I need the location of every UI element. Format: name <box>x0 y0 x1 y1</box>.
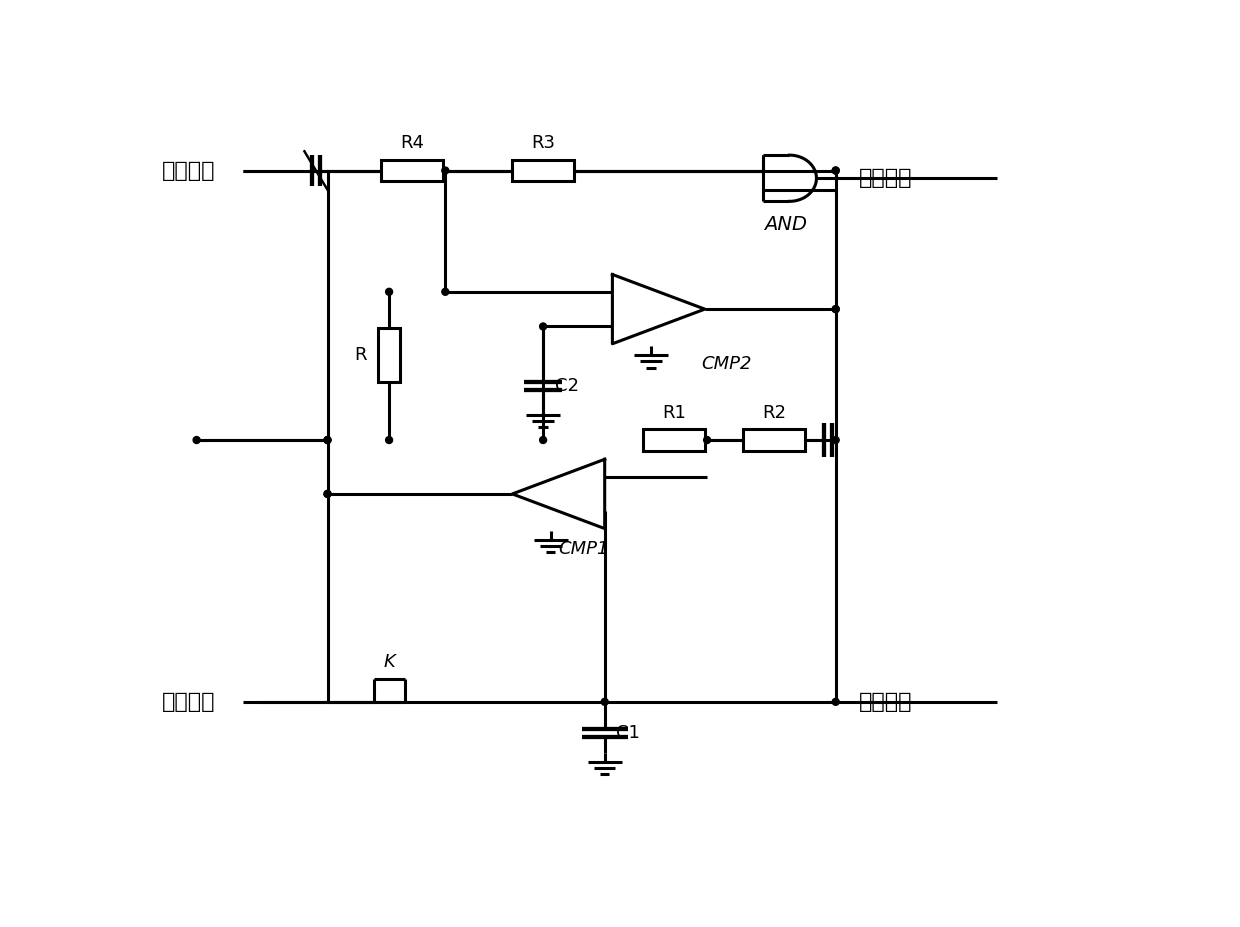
Circle shape <box>441 288 449 296</box>
Bar <box>382 159 443 182</box>
Circle shape <box>324 437 331 443</box>
Circle shape <box>539 437 547 443</box>
Circle shape <box>441 167 449 174</box>
Bar <box>644 429 704 451</box>
Text: AND: AND <box>764 215 807 235</box>
Text: 内部电源: 内部电源 <box>859 692 913 712</box>
Text: 内部复位: 内部复位 <box>859 168 913 188</box>
Circle shape <box>703 437 711 443</box>
Text: R3: R3 <box>531 134 556 152</box>
Text: R: R <box>355 347 367 364</box>
Circle shape <box>832 437 839 443</box>
Circle shape <box>832 167 839 174</box>
Circle shape <box>324 437 331 443</box>
Circle shape <box>386 288 393 296</box>
Circle shape <box>193 437 200 443</box>
Text: K: K <box>383 653 396 671</box>
Circle shape <box>601 698 608 705</box>
Text: CMP2: CMP2 <box>701 355 751 374</box>
Text: C2: C2 <box>554 377 579 395</box>
Text: R1: R1 <box>662 403 686 422</box>
Text: C1: C1 <box>616 724 640 742</box>
Circle shape <box>832 167 839 174</box>
Circle shape <box>539 323 547 330</box>
Bar <box>378 328 399 382</box>
Circle shape <box>832 698 839 705</box>
Circle shape <box>386 437 393 443</box>
Text: R2: R2 <box>763 403 786 422</box>
Text: 外部电源: 外部电源 <box>162 692 216 712</box>
Text: R4: R4 <box>401 134 424 152</box>
Bar <box>743 429 805 451</box>
Circle shape <box>324 490 331 498</box>
Bar <box>512 159 574 182</box>
Text: 外部复位: 外部复位 <box>162 160 216 181</box>
Circle shape <box>324 490 331 498</box>
Text: CMP1: CMP1 <box>558 540 609 558</box>
Circle shape <box>832 306 839 312</box>
Circle shape <box>832 306 839 312</box>
